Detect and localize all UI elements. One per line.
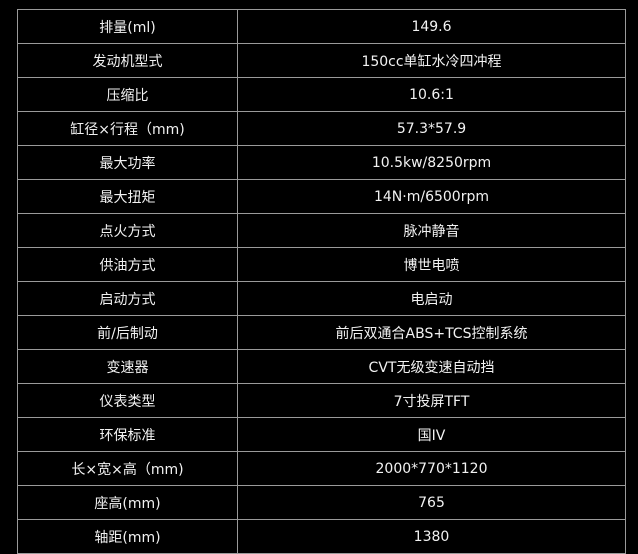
spec-value: 10.6:1 bbox=[237, 77, 626, 112]
spec-label: 发动机型式 bbox=[17, 43, 238, 78]
spec-value: CVT无级变速自动挡 bbox=[237, 349, 626, 384]
spec-label: 供油方式 bbox=[17, 247, 238, 282]
spec-label: 启动方式 bbox=[17, 281, 238, 316]
table-row: 环保标准 国IV bbox=[17, 417, 626, 452]
table-row: 供油方式 博世电喷 bbox=[17, 247, 626, 282]
table-row: 最大扭矩 14N·m/6500rpm bbox=[17, 179, 626, 214]
spec-label: 缸径×行程（mm) bbox=[17, 111, 238, 146]
table-row: 最大功率 10.5kw/8250rpm bbox=[17, 145, 626, 180]
spec-value: 7寸投屏TFT bbox=[237, 383, 626, 418]
table-row: 压缩比 10.6:1 bbox=[17, 77, 626, 112]
spec-table: 排量(ml) 149.6 发动机型式 150cc单缸水冷四冲程 压缩比 10.6:1 缸径×… bbox=[17, 9, 626, 554]
spec-label: 排量(ml) bbox=[17, 9, 238, 44]
table-row: 启动方式 电启动 bbox=[17, 281, 626, 316]
spec-value: 脉冲静音 bbox=[237, 213, 626, 248]
spec-value: 电启动 bbox=[237, 281, 626, 316]
spec-label: 压缩比 bbox=[17, 77, 238, 112]
table-row: 排量(ml) 149.6 bbox=[17, 9, 626, 44]
spec-value: 150cc单缸水冷四冲程 bbox=[237, 43, 626, 78]
spec-label: 环保标准 bbox=[17, 417, 238, 452]
spec-label: 仪表类型 bbox=[17, 383, 238, 418]
table-row: 前/后制动 前后双通合ABS+TCS控制系统 bbox=[17, 315, 626, 350]
table-row: 变速器 CVT无级变速自动挡 bbox=[17, 349, 626, 384]
table-row: 轴距(mm) 1380 bbox=[17, 519, 626, 554]
spec-value: 10.5kw/8250rpm bbox=[237, 145, 626, 180]
spec-label: 最大功率 bbox=[17, 145, 238, 180]
spec-label: 最大扭矩 bbox=[17, 179, 238, 214]
spec-value: 149.6 bbox=[237, 9, 626, 44]
spec-value: 765 bbox=[237, 485, 626, 520]
table-row: 长×宽×高（mm) 2000*770*1120 bbox=[17, 451, 626, 486]
spec-label: 座高(mm) bbox=[17, 485, 238, 520]
table-row: 仪表类型 7寸投屏TFT bbox=[17, 383, 626, 418]
spec-value: 博世电喷 bbox=[237, 247, 626, 282]
table-row: 座高(mm) 765 bbox=[17, 485, 626, 520]
spec-value: 2000*770*1120 bbox=[237, 451, 626, 486]
spec-label: 前/后制动 bbox=[17, 315, 238, 350]
table-row: 点火方式 脉冲静音 bbox=[17, 213, 626, 248]
spec-label: 轴距(mm) bbox=[17, 519, 238, 554]
spec-label: 点火方式 bbox=[17, 213, 238, 248]
spec-label: 变速器 bbox=[17, 349, 238, 384]
spec-value: 前后双通合ABS+TCS控制系统 bbox=[237, 315, 626, 350]
spec-value: 57.3*57.9 bbox=[237, 111, 626, 146]
table-row: 发动机型式 150cc单缸水冷四冲程 bbox=[17, 43, 626, 78]
spec-value: 14N·m/6500rpm bbox=[237, 179, 626, 214]
spec-value: 国IV bbox=[237, 417, 626, 452]
spec-label: 长×宽×高（mm) bbox=[17, 451, 238, 486]
spec-value: 1380 bbox=[237, 519, 626, 554]
table-row: 缸径×行程（mm) 57.3*57.9 bbox=[17, 111, 626, 146]
